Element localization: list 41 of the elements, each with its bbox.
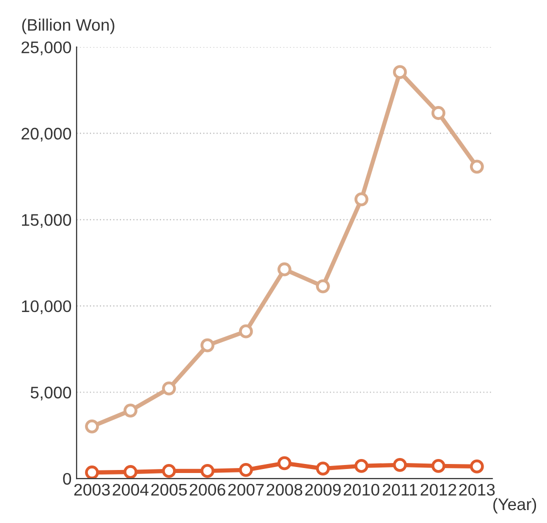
x-tick-label: 2011 <box>382 484 418 496</box>
x-tick-label: 2010 <box>344 484 380 496</box>
point <box>277 456 292 470</box>
x-tick-label: 2012 <box>420 484 456 496</box>
x-tick-label: 2009 <box>305 484 341 496</box>
x-tick-label: 2006 <box>190 484 226 496</box>
x-tick-label: 2004 <box>112 484 149 496</box>
point <box>316 279 330 294</box>
point <box>162 464 176 478</box>
point <box>239 462 253 477</box>
point <box>354 192 368 206</box>
point <box>200 338 214 352</box>
x-tick-label: 2013 <box>459 484 495 496</box>
point <box>354 459 368 473</box>
point <box>124 404 138 418</box>
point <box>316 462 330 476</box>
x-tick-label: 2007 <box>228 484 264 496</box>
point <box>239 324 253 338</box>
y-tick-label: 20,000 <box>22 128 72 142</box>
y-tick-label: 10,000 <box>22 300 72 314</box>
point <box>85 419 99 434</box>
x-tick-label: 2008 <box>266 484 302 496</box>
y-tick-label: 25,000 <box>22 41 72 56</box>
x-tick-label: 2005 <box>151 484 187 496</box>
x-tick-label: 2003 <box>74 484 110 496</box>
y-tick-label: 5,000 <box>30 386 72 400</box>
point <box>124 465 138 479</box>
point <box>162 382 176 396</box>
y-tick-label: 15,000 <box>22 214 72 228</box>
point <box>470 460 484 474</box>
point <box>470 160 484 174</box>
point <box>85 466 99 479</box>
point <box>277 262 292 276</box>
point <box>431 106 446 120</box>
point <box>200 464 214 478</box>
point <box>392 65 407 80</box>
y-tick-label: 0 <box>63 472 72 485</box>
point <box>431 459 446 473</box>
y-axis-title: (Billion Won) <box>22 18 114 34</box>
point <box>392 458 407 472</box>
x-axis-title: (Year) <box>493 498 536 514</box>
